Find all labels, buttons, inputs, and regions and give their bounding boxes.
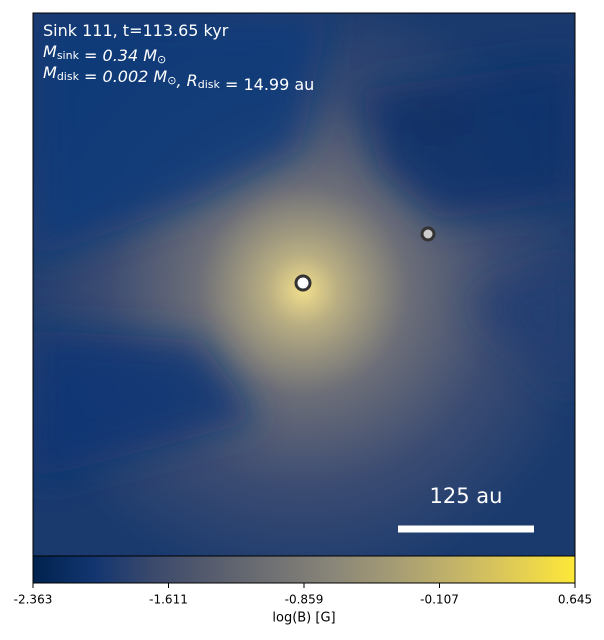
sink-marker bbox=[294, 274, 312, 292]
annotation-text: Sink 111, t=113.65 kyr bbox=[43, 21, 229, 40]
colorbar bbox=[32, 555, 576, 584]
colorbar-tick-label: 0.645 bbox=[558, 593, 592, 607]
annotation-text: = 0.002 M bbox=[79, 67, 167, 86]
colorbar-tick-label: -1.611 bbox=[149, 593, 188, 607]
annotation-subscript: disk bbox=[198, 78, 221, 91]
annotation-line: Sink 111, t=113.65 kyr bbox=[43, 21, 229, 40]
annotation-text: = 14.99 au bbox=[220, 75, 314, 94]
colorbar-tick-label: -2.363 bbox=[14, 593, 53, 607]
annotation-text: M bbox=[43, 63, 57, 82]
annotation-subscript: ⊙ bbox=[157, 53, 166, 66]
scale-bar-label: 125 au bbox=[430, 484, 503, 508]
annotation-text: , R bbox=[176, 71, 197, 90]
colorbar-tick-label: -0.107 bbox=[420, 593, 459, 607]
annotation-text: M bbox=[43, 42, 57, 61]
annotation-subscript: sink bbox=[57, 49, 80, 62]
annotation-subscript: ⊙ bbox=[167, 74, 176, 87]
annotation-line: Mdisk = 0.002 M⊙, Rdisk = 14.99 au bbox=[43, 63, 314, 94]
colorbar-tick-label: -0.859 bbox=[285, 593, 324, 607]
annotation-line: Msink = 0.34 M⊙ bbox=[43, 42, 166, 67]
sink-marker bbox=[420, 226, 436, 242]
annotation-subscript: disk bbox=[57, 70, 80, 83]
annotation-text: = 0.34 M bbox=[79, 46, 157, 65]
colorbar-label: log(B) [G] bbox=[272, 611, 335, 626]
colorbar-ticks: -2.363 -1.611 -0.859 -0.107 0.645 bbox=[14, 583, 592, 607]
field-image: 125 au bbox=[33, 13, 575, 556]
